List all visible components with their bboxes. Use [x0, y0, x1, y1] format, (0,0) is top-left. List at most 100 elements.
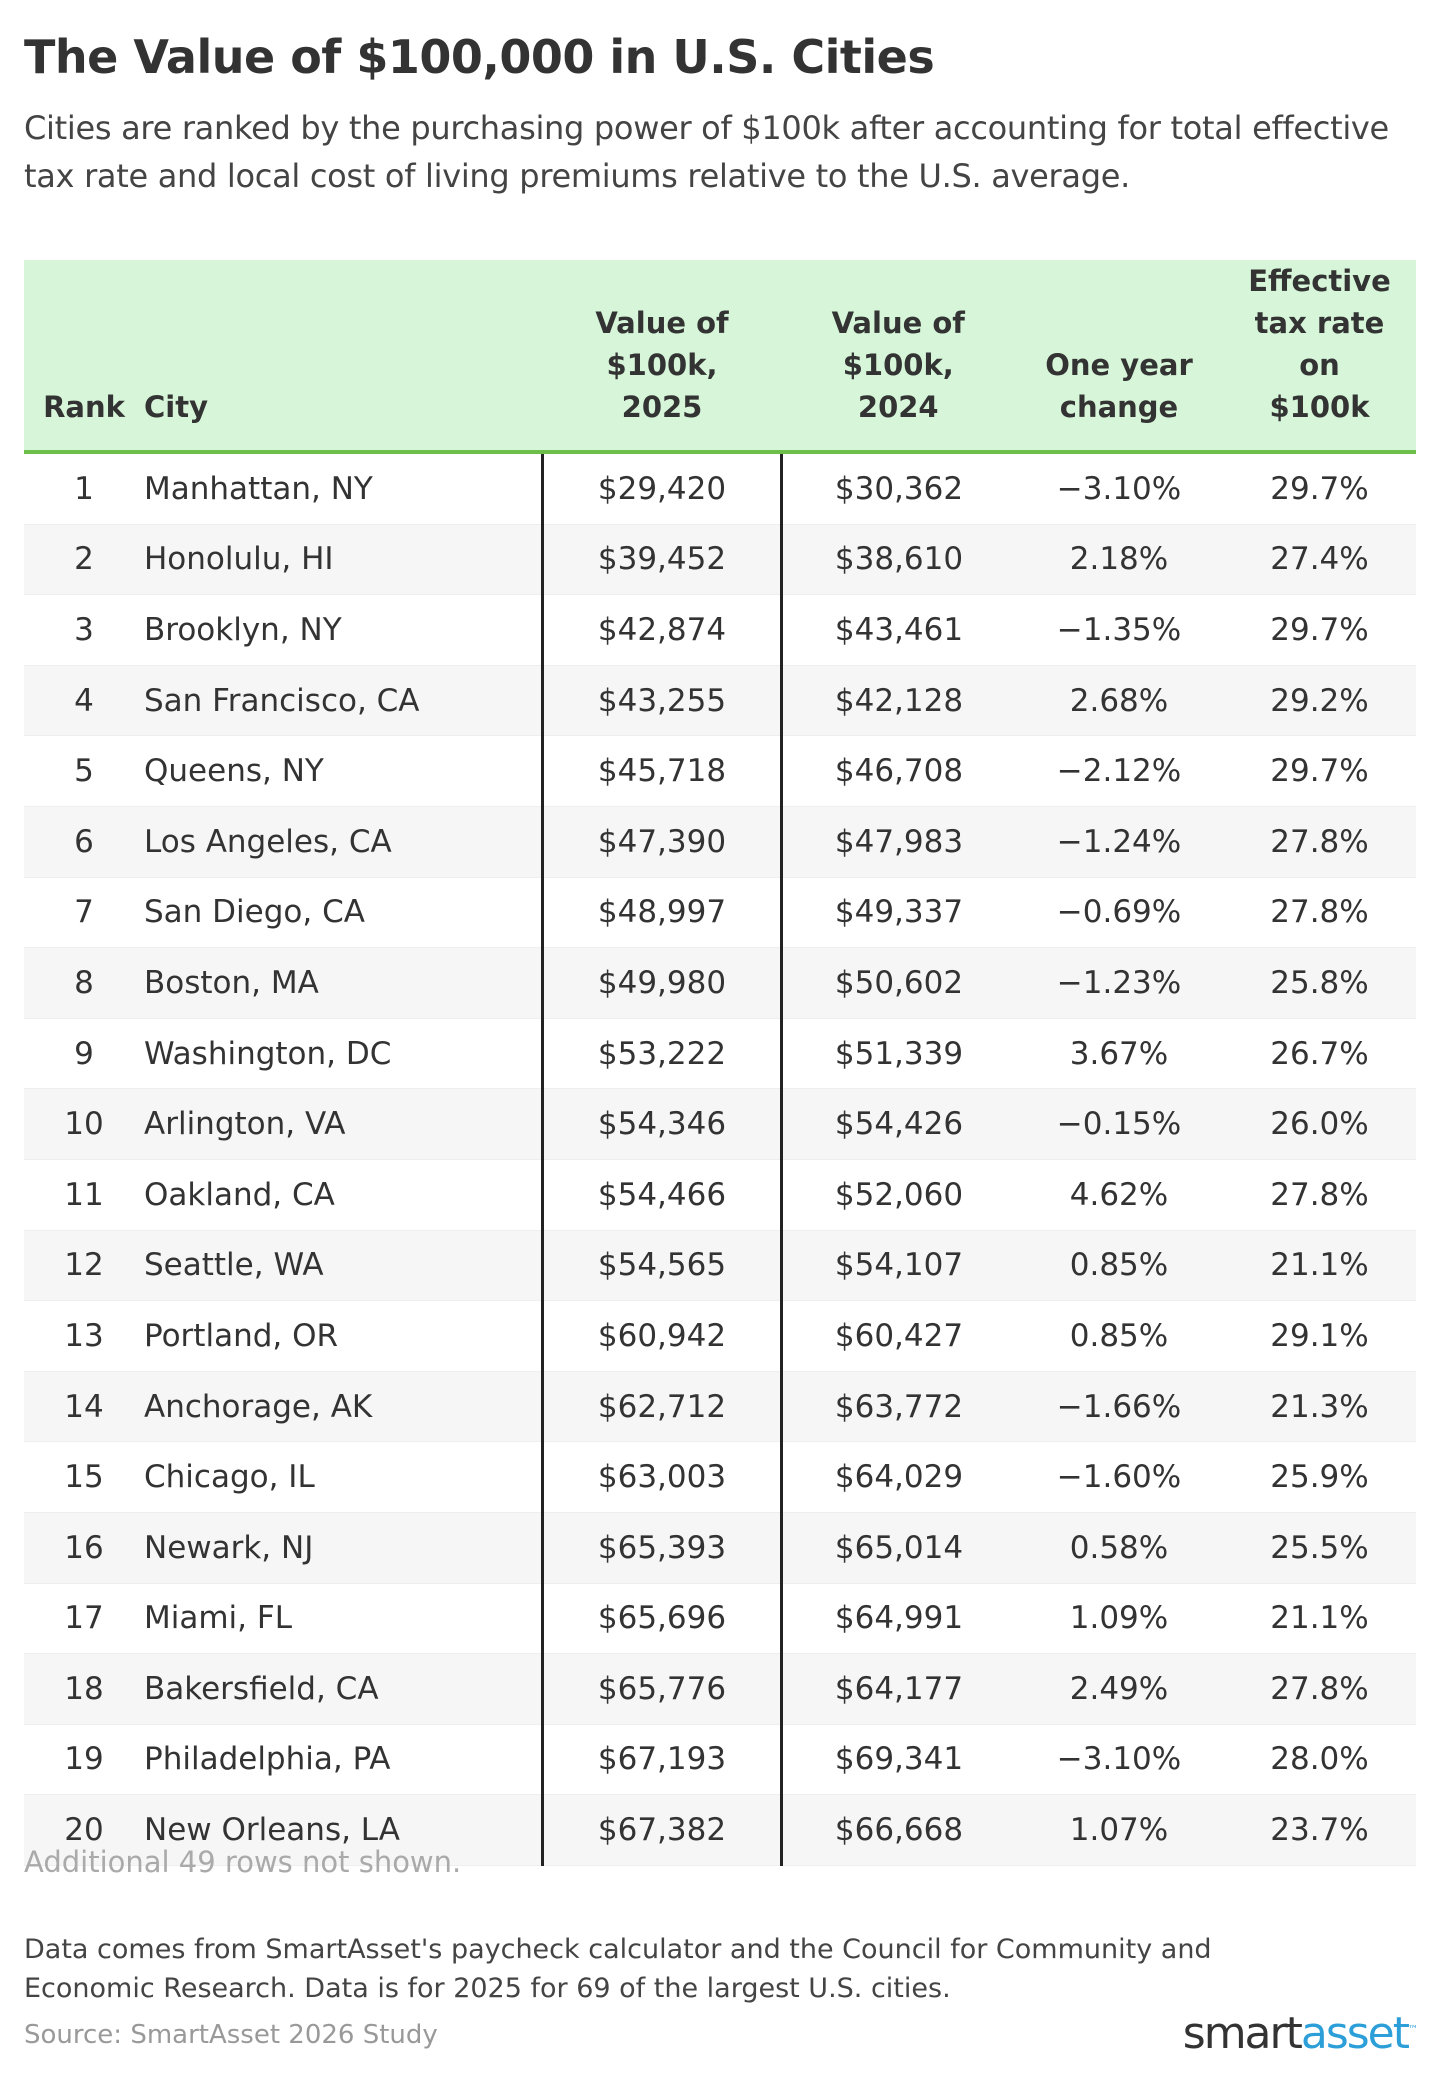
cell-change: 0.85%: [1015, 1230, 1223, 1302]
header-change-text: One year change: [1045, 348, 1193, 424]
cell-value-2025: $67,193: [541, 1724, 782, 1796]
table-row: 7 San Diego, CA $48,997 $49,337 −0.69% 27.8%: [24, 877, 1416, 949]
cell-tax-rate: 21.3%: [1223, 1371, 1416, 1443]
source: Source: SmartAsset 2026 Study: [24, 2020, 438, 2050]
cell-rank: 4: [24, 665, 144, 737]
cell-change: −1.23%: [1015, 947, 1223, 1019]
header-tax-text: Effective tax rate on $100k: [1248, 264, 1391, 424]
cell-change: 0.58%: [1015, 1512, 1223, 1584]
cell-value-2024: $64,029: [780, 1441, 1015, 1513]
cell-change: −0.15%: [1015, 1088, 1223, 1160]
cell-city: Washington, DC: [144, 1018, 543, 1090]
header-value-2025-text: Value of $100k, 2025: [595, 306, 729, 424]
table-row: 8 Boston, MA $49,980 $50,602 −1.23% 25.8%: [24, 947, 1416, 1019]
cell-rank: 11: [24, 1159, 144, 1231]
logo-part2: asset: [1300, 2008, 1410, 2059]
table-row: 18 Bakersfield, CA $65,776 $64,177 2.49% 27.8…: [24, 1653, 1416, 1725]
cell-city: Oakland, CA: [144, 1159, 543, 1231]
cell-tax-rate: 28.0%: [1223, 1724, 1416, 1796]
cell-value-2024: $49,337: [780, 877, 1015, 949]
table-header-row: Rank City Value of $100k, 2025 Value of …: [24, 260, 1416, 454]
cell-tax-rate: 25.5%: [1223, 1512, 1416, 1584]
cell-tax-rate: 29.7%: [1223, 735, 1416, 807]
cell-value-2024: $42,128: [780, 665, 1015, 737]
cell-rank: 7: [24, 877, 144, 949]
cell-tax-rate: 27.8%: [1223, 1159, 1416, 1231]
cell-change: 1.09%: [1015, 1583, 1223, 1655]
cell-value-2024: $43,461: [780, 594, 1015, 666]
cell-rank: 5: [24, 735, 144, 807]
cell-value-2025: $65,696: [541, 1583, 782, 1655]
cell-value-2024: $46,708: [780, 735, 1015, 807]
cell-value-2024: $30,362: [780, 452, 1015, 525]
cell-value-2024: $64,177: [780, 1653, 1015, 1725]
cell-city: Portland, OR: [144, 1300, 543, 1372]
subtitle: Cities are ranked by the purchasing powe…: [24, 109, 1389, 195]
table-row: 11 Oakland, CA $54,466 $52,060 4.62% 27.8%: [24, 1159, 1416, 1231]
table-row: 12 Seattle, WA $54,565 $54,107 0.85% 21.1%: [24, 1230, 1416, 1302]
cell-tax-rate: 21.1%: [1223, 1230, 1416, 1302]
cell-change: 2.68%: [1015, 665, 1223, 737]
cell-rank: 3: [24, 594, 144, 666]
cell-change: 2.18%: [1015, 524, 1223, 596]
cell-city: Los Angeles, CA: [144, 806, 543, 878]
cell-value-2024: $65,014: [780, 1512, 1015, 1584]
table-row: 16 Newark, NJ $65,393 $65,014 0.58% 25.5%: [24, 1512, 1416, 1584]
cell-city: Miami, FL: [144, 1583, 543, 1655]
cell-change: −1.35%: [1015, 594, 1223, 666]
table-row: 10 Arlington, VA $54,346 $54,426 −0.15% 26.0%: [24, 1088, 1416, 1160]
cell-change: 2.49%: [1015, 1653, 1223, 1725]
cell-city: Arlington, VA: [144, 1088, 543, 1160]
header-city: City: [144, 260, 543, 454]
cell-tax-rate: 29.2%: [1223, 665, 1416, 737]
cell-value-2025: $42,874: [541, 594, 782, 666]
cell-value-2025: $45,718: [541, 735, 782, 807]
header-change: One year change: [1015, 260, 1223, 454]
cell-value-2024: $38,610: [780, 524, 1015, 596]
cell-tax-rate: 27.4%: [1223, 524, 1416, 596]
cell-value-2024: $63,772: [780, 1371, 1015, 1443]
cell-rank: 1: [24, 452, 144, 525]
cell-change: −2.12%: [1015, 735, 1223, 807]
cell-city: Seattle, WA: [144, 1230, 543, 1302]
cell-city: Anchorage, AK: [144, 1371, 543, 1443]
table-row: 19 Philadelphia, PA $67,193 $69,341 −3.10% 28…: [24, 1724, 1416, 1796]
cell-tax-rate: 25.8%: [1223, 947, 1416, 1019]
cell-value-2024: $64,991: [780, 1583, 1015, 1655]
cell-rank: 8: [24, 947, 144, 1019]
cell-change: −1.66%: [1015, 1371, 1223, 1443]
cell-city: Bakersfield, CA: [144, 1653, 543, 1725]
cell-rank: 12: [24, 1230, 144, 1302]
cell-value-2025: $62,712: [541, 1371, 782, 1443]
cell-rank: 16: [24, 1512, 144, 1584]
cell-rank: 10: [24, 1088, 144, 1160]
cell-rank: 17: [24, 1583, 144, 1655]
cell-change: 1.07%: [1015, 1794, 1223, 1866]
cell-rank: 15: [24, 1441, 144, 1513]
header-value-2025: Value of $100k, 2025: [542, 260, 782, 454]
cell-tax-rate: 27.8%: [1223, 806, 1416, 878]
table-row: 9 Washington, DC $53,222 $51,339 3.67% 26.7%: [24, 1018, 1416, 1090]
cell-rank: 18: [24, 1653, 144, 1725]
cell-value-2025: $54,346: [541, 1088, 782, 1160]
cell-city: Boston, MA: [144, 947, 543, 1019]
cell-value-2025: $53,222: [541, 1018, 782, 1090]
cell-rank: 14: [24, 1371, 144, 1443]
cell-rank: 9: [24, 1018, 144, 1090]
cell-city: Manhattan, NY: [144, 452, 543, 525]
cell-tax-rate: 25.9%: [1223, 1441, 1416, 1513]
cell-city: Chicago, IL: [144, 1441, 543, 1513]
cell-tax-rate: 21.1%: [1223, 1583, 1416, 1655]
cell-city: Queens, NY: [144, 735, 543, 807]
table-row: 2 Honolulu, HI $39,452 $38,610 2.18% 27.4%: [24, 524, 1416, 596]
cell-value-2025: $67,382: [541, 1794, 782, 1866]
cell-change: 3.67%: [1015, 1018, 1223, 1090]
cell-tax-rate: 26.7%: [1223, 1018, 1416, 1090]
cell-city: San Diego, CA: [144, 877, 543, 949]
cell-change: −3.10%: [1015, 452, 1223, 525]
cell-change: −0.69%: [1015, 877, 1223, 949]
cell-value-2025: $48,997: [541, 877, 782, 949]
table-row: 4 San Francisco, CA $43,255 $42,128 2.68% 29.…: [24, 665, 1416, 737]
cell-value-2024: $54,426: [780, 1088, 1015, 1160]
cell-change: −1.24%: [1015, 806, 1223, 878]
